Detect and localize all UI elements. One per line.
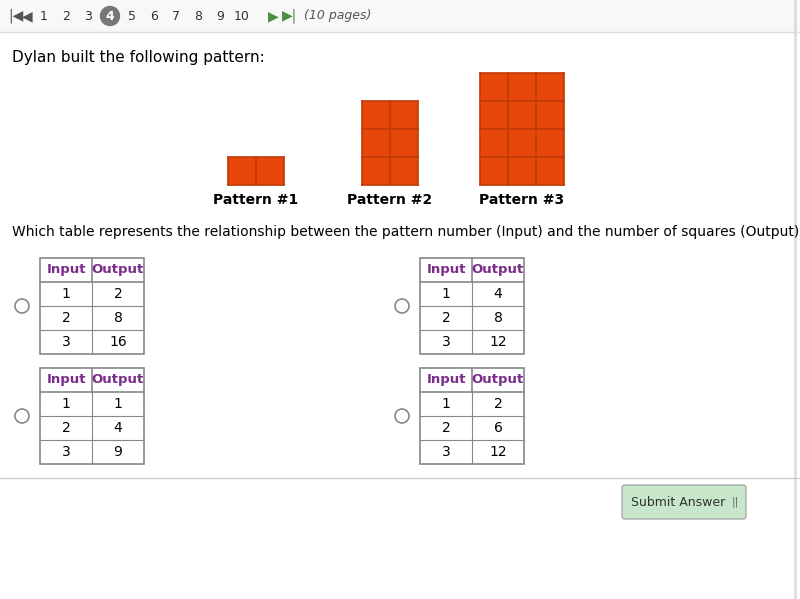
Bar — [40, 368, 144, 464]
FancyBboxPatch shape — [622, 485, 746, 519]
Text: 16: 16 — [109, 335, 127, 349]
Text: Submit Answer: Submit Answer — [631, 495, 725, 509]
Bar — [420, 368, 524, 464]
Text: 3: 3 — [442, 335, 450, 349]
Text: 1: 1 — [62, 287, 70, 301]
Circle shape — [15, 299, 29, 313]
Text: 3: 3 — [442, 445, 450, 459]
Text: ▶: ▶ — [268, 9, 278, 23]
Text: ||: || — [731, 497, 738, 507]
Text: 9: 9 — [114, 445, 122, 459]
Text: Pattern #2: Pattern #2 — [347, 193, 433, 207]
Text: 2: 2 — [62, 10, 70, 23]
Text: 2: 2 — [62, 311, 70, 325]
Bar — [228, 157, 284, 185]
Text: 5: 5 — [128, 10, 136, 23]
Text: 4: 4 — [114, 421, 122, 435]
Text: 1: 1 — [114, 397, 122, 411]
Text: 3: 3 — [62, 445, 70, 459]
Text: 8: 8 — [114, 311, 122, 325]
Text: Pattern #3: Pattern #3 — [479, 193, 565, 207]
Text: 10: 10 — [234, 10, 250, 23]
Text: Pattern #1: Pattern #1 — [214, 193, 298, 207]
Circle shape — [101, 7, 119, 26]
Text: Input: Input — [426, 374, 466, 386]
Text: Input: Input — [46, 264, 86, 277]
Text: 2: 2 — [442, 311, 450, 325]
Text: 6: 6 — [494, 421, 502, 435]
Circle shape — [395, 409, 409, 423]
Text: 8: 8 — [494, 311, 502, 325]
Bar — [40, 258, 144, 354]
Text: 12: 12 — [489, 445, 507, 459]
Text: 1: 1 — [442, 287, 450, 301]
Text: 4: 4 — [106, 10, 114, 23]
Circle shape — [15, 409, 29, 423]
Text: 7: 7 — [172, 10, 180, 23]
Text: Output: Output — [92, 374, 144, 386]
Text: 1: 1 — [40, 10, 48, 23]
Text: 3: 3 — [84, 10, 92, 23]
Text: 1: 1 — [442, 397, 450, 411]
Text: Input: Input — [46, 374, 86, 386]
Text: Input: Input — [426, 264, 466, 277]
Text: 1: 1 — [62, 397, 70, 411]
Text: ◀: ◀ — [22, 9, 33, 23]
Text: 12: 12 — [489, 335, 507, 349]
Text: Output: Output — [472, 264, 524, 277]
Text: |◀: |◀ — [8, 9, 23, 23]
Text: 9: 9 — [216, 10, 224, 23]
Text: 2: 2 — [442, 421, 450, 435]
Text: Dylan built the following pattern:: Dylan built the following pattern: — [12, 50, 265, 65]
Circle shape — [395, 299, 409, 313]
Text: 2: 2 — [494, 397, 502, 411]
Bar — [480, 73, 564, 185]
Bar — [420, 258, 524, 354]
Text: Which table represents the relationship between the pattern number (Input) and t: Which table represents the relationship … — [12, 225, 800, 239]
Text: 6: 6 — [150, 10, 158, 23]
Text: 2: 2 — [62, 421, 70, 435]
Text: 4: 4 — [494, 287, 502, 301]
Text: (10 pages): (10 pages) — [304, 10, 371, 23]
Text: Output: Output — [92, 264, 144, 277]
Text: Output: Output — [472, 374, 524, 386]
Text: 3: 3 — [62, 335, 70, 349]
Bar — [0, 0, 800, 32]
Bar — [362, 101, 418, 185]
Text: 2: 2 — [114, 287, 122, 301]
Text: 8: 8 — [194, 10, 202, 23]
Text: ▶|: ▶| — [282, 9, 298, 23]
